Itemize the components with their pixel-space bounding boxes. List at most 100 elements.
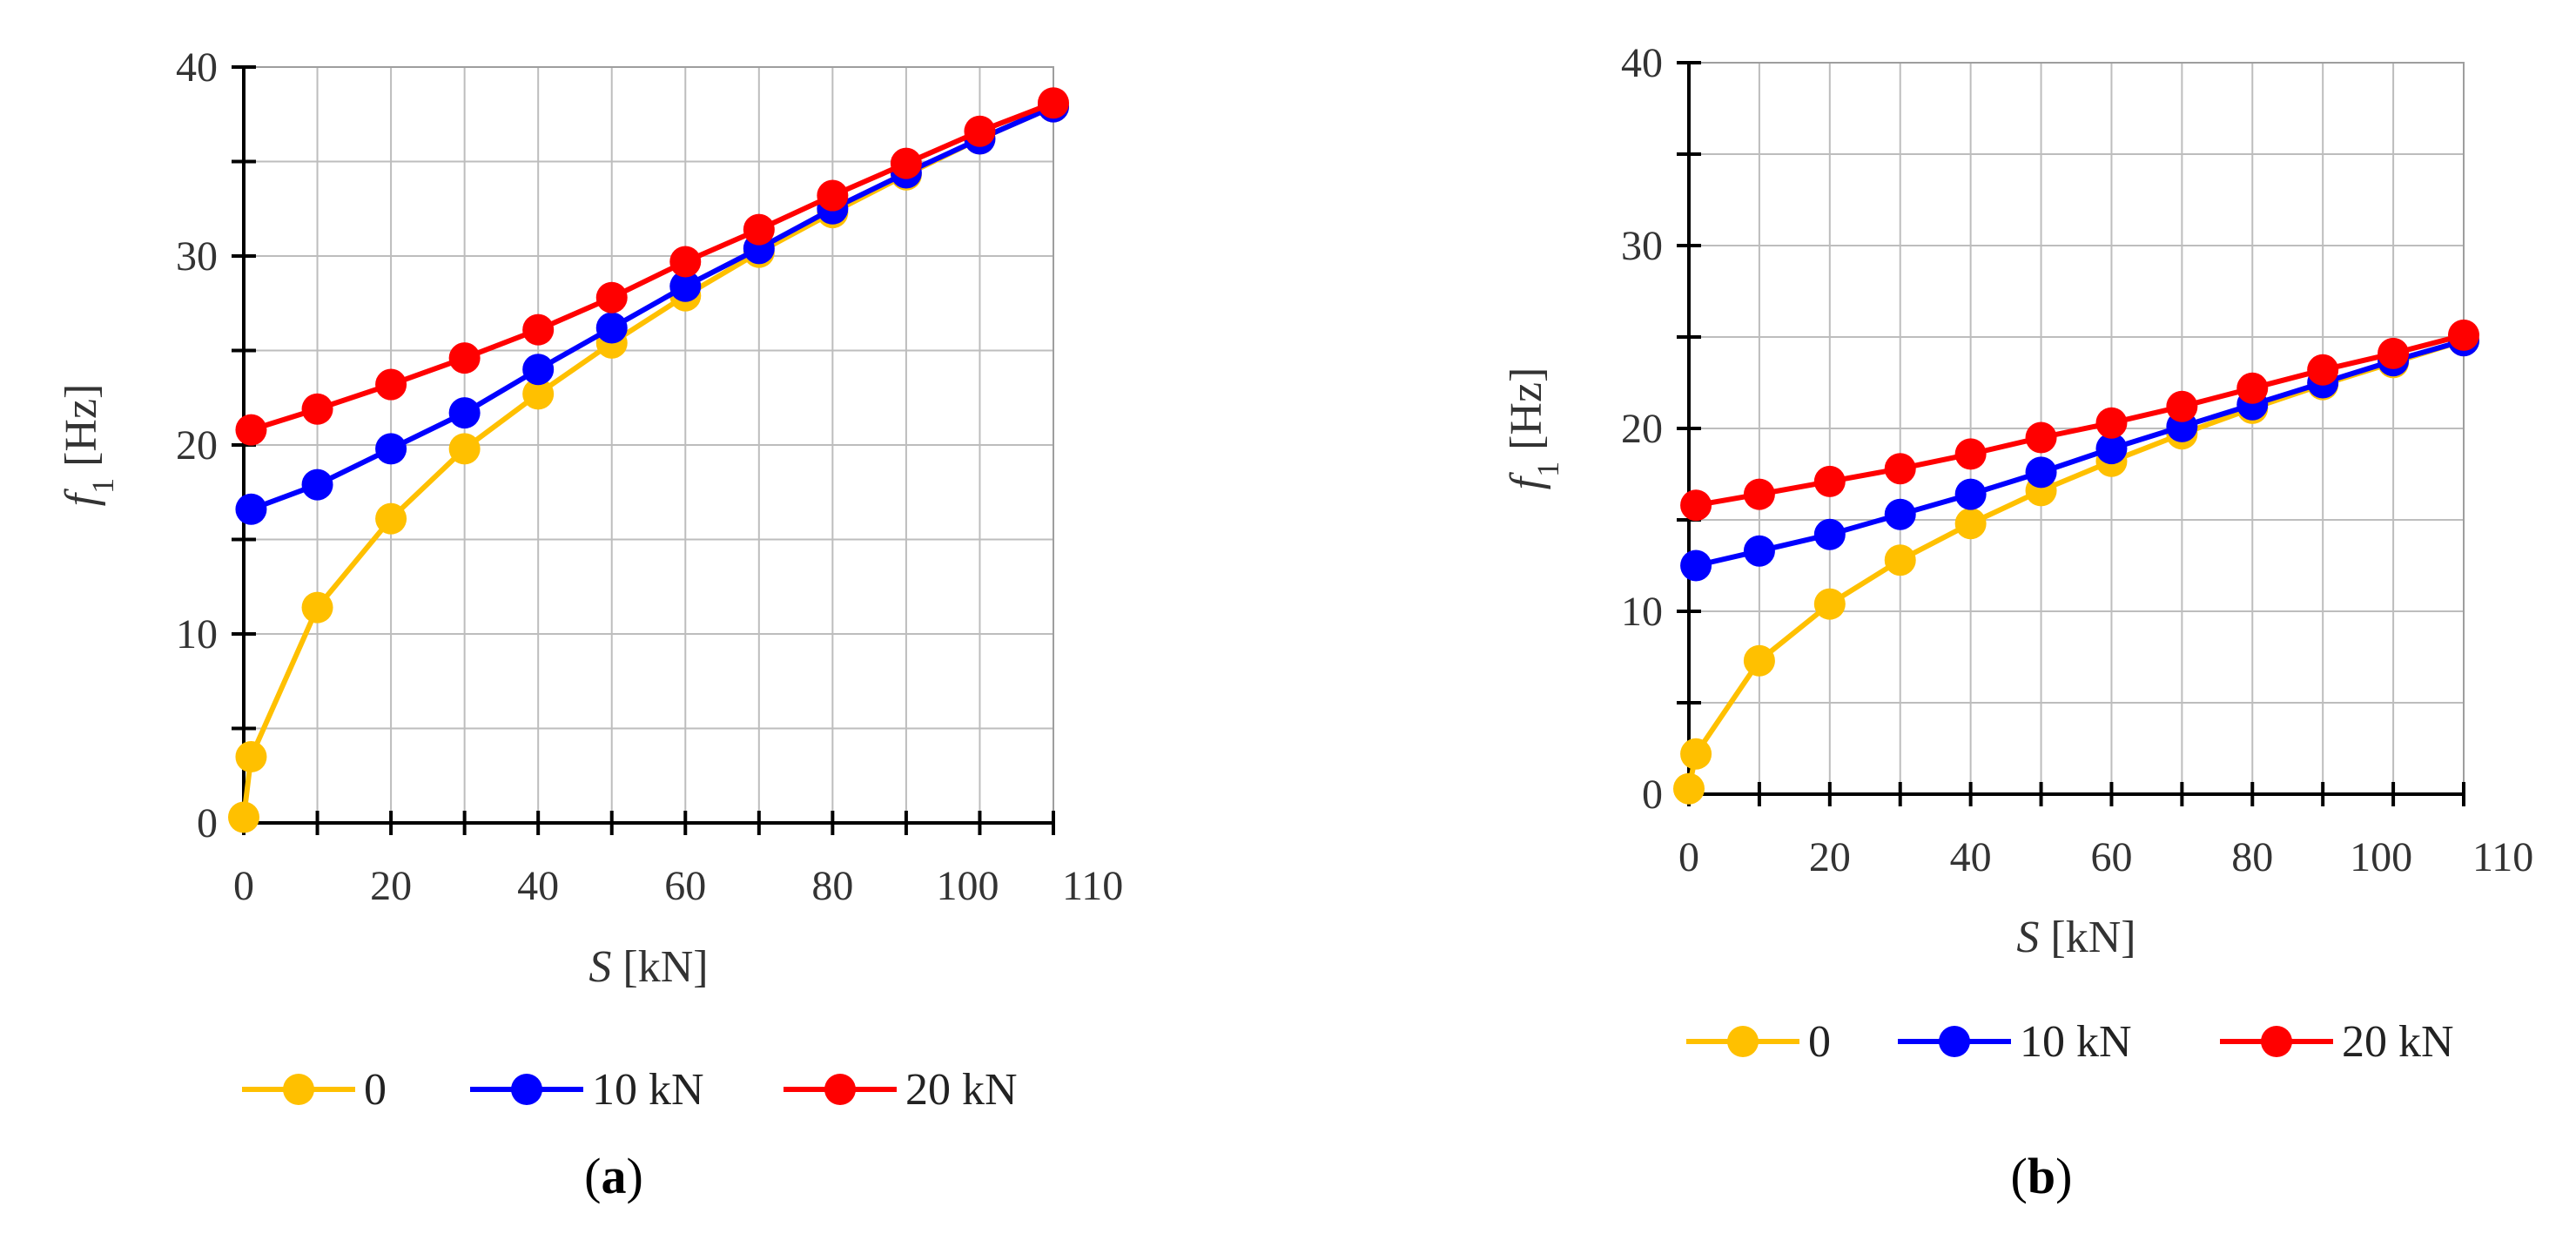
data-point <box>235 493 267 525</box>
data-point <box>235 741 267 773</box>
data-point <box>228 801 259 833</box>
panel-label: (b) <box>2011 1148 2073 1204</box>
x-tick-label: 100 <box>2350 834 2412 880</box>
data-point <box>1743 644 1775 677</box>
data-point <box>448 342 481 374</box>
data-point <box>522 313 555 346</box>
legend-item: 10 kN <box>1898 1017 2132 1067</box>
series-line <box>250 100 1055 433</box>
legend-swatch-marker <box>283 1074 314 1105</box>
x-tick-label: 110 <box>1062 863 1123 909</box>
data-point <box>1680 549 1712 582</box>
y-tick-label: 10 <box>1621 589 1663 635</box>
series-20-kn <box>235 87 1069 446</box>
x-tick-label: 0 <box>233 863 254 909</box>
data-point <box>1954 478 1987 510</box>
data-point <box>448 397 481 429</box>
data-point <box>1680 489 1712 522</box>
data-point <box>1884 544 1916 576</box>
data-point <box>1038 87 1069 119</box>
data-point <box>669 246 702 278</box>
data-point <box>2166 390 2198 422</box>
data-point <box>595 281 628 313</box>
y-tick-label: 20 <box>1621 406 1663 452</box>
data-point <box>1954 438 1987 470</box>
series-20-kn <box>1680 319 2479 522</box>
data-point <box>2025 456 2057 489</box>
legend-swatch-marker <box>2261 1026 2292 1057</box>
data-point <box>890 147 922 179</box>
chart-panel-a: 0 10 20 30 40 0 20 40 60 80 100 110 S [kN] f1 [Hz] 0 10… <box>57 44 1123 1204</box>
data-point <box>375 433 407 465</box>
x-tick-label: 0 <box>1678 834 1699 880</box>
legend-item: 20 kN <box>784 1065 1018 1115</box>
legend-item: 10 kN <box>470 1065 704 1115</box>
x-tick-label: 20 <box>1809 834 1851 880</box>
data-point <box>2236 372 2269 404</box>
data-point <box>375 502 407 535</box>
y-axis-label: f1 [Hz] <box>57 384 120 507</box>
y-tick-label: 0 <box>197 800 218 846</box>
x-tick-label: 20 <box>370 863 412 909</box>
data-point <box>448 433 481 465</box>
y-axis-label: f1 [Hz] <box>1502 367 1565 490</box>
data-point <box>1743 478 1775 510</box>
grid <box>243 66 1054 824</box>
data-point <box>2095 407 2128 439</box>
data-point <box>1884 453 1916 485</box>
legend-label: 10 kN <box>2020 1017 2132 1067</box>
x-tick-label: 60 <box>2090 834 2132 880</box>
legend-item: 20 kN <box>2220 1017 2454 1067</box>
panel-label: (a) <box>584 1148 643 1204</box>
data-point <box>595 312 628 344</box>
series-line <box>1695 332 2465 509</box>
data-point <box>2307 354 2339 386</box>
series-0 <box>1673 325 2479 805</box>
x-tick-label: 80 <box>811 863 853 909</box>
x-tick-label: 60 <box>664 863 706 909</box>
data-point <box>375 368 407 401</box>
y-tick-label: 10 <box>176 611 218 657</box>
data-point <box>1813 588 1846 620</box>
y-tick-label: 40 <box>1621 40 1663 86</box>
data-point <box>1813 518 1846 550</box>
y-tick-label: 30 <box>1621 223 1663 269</box>
legend-swatch-marker <box>1727 1026 1759 1057</box>
x-tick-label: 100 <box>936 863 999 909</box>
legend-label: 20 kN <box>905 1065 1018 1115</box>
data-point <box>1680 738 1712 770</box>
legend-item: 0 <box>242 1065 387 1115</box>
legend-swatch-marker <box>1939 1026 1970 1057</box>
data-point <box>235 414 267 446</box>
data-point <box>1813 465 1846 497</box>
y-tick-label: 30 <box>176 233 218 280</box>
data-point <box>1884 498 1916 530</box>
x-axis-label: S [kN] <box>589 942 708 992</box>
legend: 0 10 kN 20 kN <box>242 1065 1018 1115</box>
series-10-kn <box>235 91 1069 525</box>
legend-label: 0 <box>364 1065 387 1115</box>
legend: 0 10 kN 20 kN <box>1686 1017 2454 1067</box>
data-point <box>2378 337 2410 369</box>
series-line <box>1686 338 2465 790</box>
x-tick-label: 80 <box>2231 834 2273 880</box>
x-tick-label: 110 <box>2472 834 2533 880</box>
legend-swatch-marker <box>824 1074 856 1105</box>
data-point <box>1673 772 1705 805</box>
data-point <box>964 115 996 147</box>
data-point <box>669 270 702 302</box>
data-point <box>817 179 849 212</box>
data-point <box>522 378 555 410</box>
x-tick-label: 40 <box>1950 834 1992 880</box>
data-point <box>2448 319 2479 351</box>
y-tick-label: 40 <box>176 44 218 91</box>
legend-label: 10 kN <box>592 1065 704 1115</box>
data-point <box>522 354 555 386</box>
series-0 <box>228 91 1069 833</box>
series-line <box>1695 338 2465 569</box>
y-tick-label: 0 <box>1642 772 1663 818</box>
x-tick-label: 40 <box>517 863 559 909</box>
legend-swatch-marker <box>511 1074 542 1105</box>
data-point <box>301 393 333 425</box>
data-point <box>743 213 775 246</box>
